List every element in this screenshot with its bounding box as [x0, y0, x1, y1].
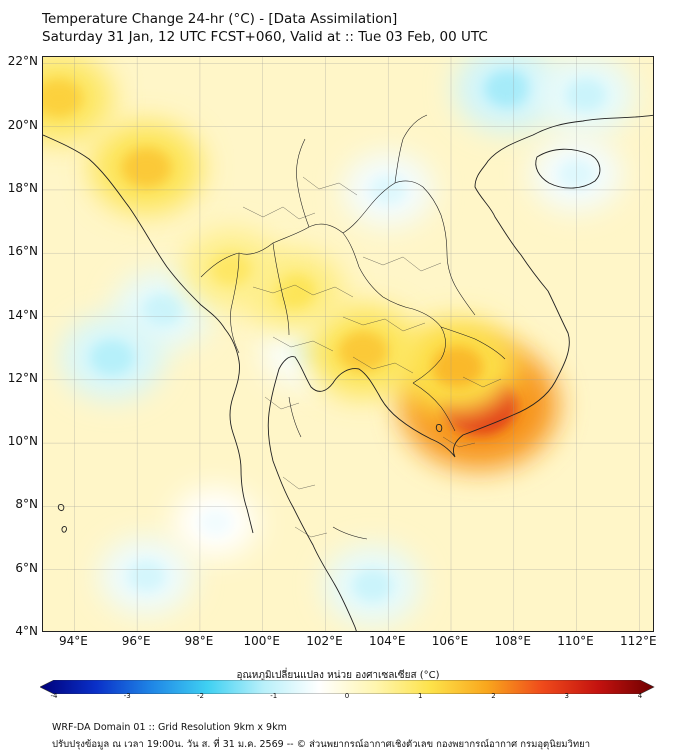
lat-tick-label: 14°N — [7, 307, 38, 322]
lon-tick-label: 106°E — [431, 634, 469, 648]
lon-tick-label: 112°E — [620, 634, 657, 648]
colorbar-tick-label: 4 — [637, 692, 643, 700]
lat-tick-label: 6°N — [15, 560, 38, 575]
warm-core-2 — [338, 331, 388, 372]
colorbar-tick-label: 2 — [491, 692, 496, 700]
cool-core-1 — [565, 78, 607, 112]
cool-core-6 — [127, 560, 166, 592]
temperature-field — [43, 57, 635, 626]
warm-core-1 — [430, 345, 484, 389]
warm-core-3 — [121, 147, 172, 188]
lon-tick-label: 110°E — [557, 634, 594, 648]
map-subtitle: Saturday 31 Jan, 12 UTC FCST+060, Valid … — [42, 29, 488, 45]
colorbar-title: อุณหภูมิเปลี่ยนแปลง หน่วย องศาเซลเซียส (… — [236, 670, 440, 681]
province-lines — [242, 176, 502, 538]
lon-tick-label: 102°E — [306, 634, 343, 648]
lat-tick-label: 20°N — [7, 117, 38, 132]
lon-tick-label: 100°E — [243, 634, 280, 648]
map-panel — [42, 56, 654, 632]
warm-core-6 — [211, 252, 252, 286]
map-title: Temperature Change 24-hr (°C) - [Data As… — [42, 11, 398, 27]
lon-tick-label: 104°E — [368, 634, 406, 648]
warm-core-4 — [43, 79, 83, 118]
lat-tick-label: 16°N — [7, 244, 38, 259]
colorbar-tick-label: 3 — [564, 692, 569, 700]
lon-tick-label: 96°E — [121, 634, 151, 648]
lat-tick-label: 10°N — [7, 434, 38, 449]
footer-credits: ปรับปรุงข้อมูล ณ เวลา 19:00น. วัน ส. ที่… — [52, 739, 591, 750]
cool-core-0 — [484, 70, 531, 108]
lat-tick-label: 22°N — [7, 54, 38, 69]
lat-tick-label: 12°N — [7, 370, 38, 385]
colorbar-tick-label: 1 — [418, 692, 423, 700]
colorbar-tick-label: -4 — [50, 692, 58, 700]
lon-tick-label: 98°E — [184, 634, 214, 648]
colorbar-tick-label: -3 — [123, 692, 131, 700]
cool-core-3 — [142, 293, 183, 327]
coastlines — [43, 114, 653, 631]
lat-tick-label: 18°N — [7, 180, 38, 195]
colorbar-tick-label: 0 — [344, 692, 350, 700]
lat-tick-label: 8°N — [15, 497, 38, 512]
footer-model-info: WRF-DA Domain 01 :: Grid Resolution 9km … — [52, 722, 287, 733]
colorbar-tick-label: -2 — [197, 692, 204, 700]
cool-core-4 — [90, 339, 134, 376]
colorbar — [40, 680, 655, 694]
cool-core-7 — [352, 569, 393, 602]
lon-tick-label: 108°E — [494, 634, 532, 648]
lat-tick-label: 4°N — [15, 624, 38, 638]
cool-core-9 — [199, 508, 233, 536]
temperature-change-map — [43, 57, 653, 631]
lon-tick-label: 94°E — [58, 634, 88, 648]
graticule — [43, 57, 653, 631]
colorbar-tick-label: -1 — [270, 692, 278, 700]
country-borders — [200, 114, 506, 540]
